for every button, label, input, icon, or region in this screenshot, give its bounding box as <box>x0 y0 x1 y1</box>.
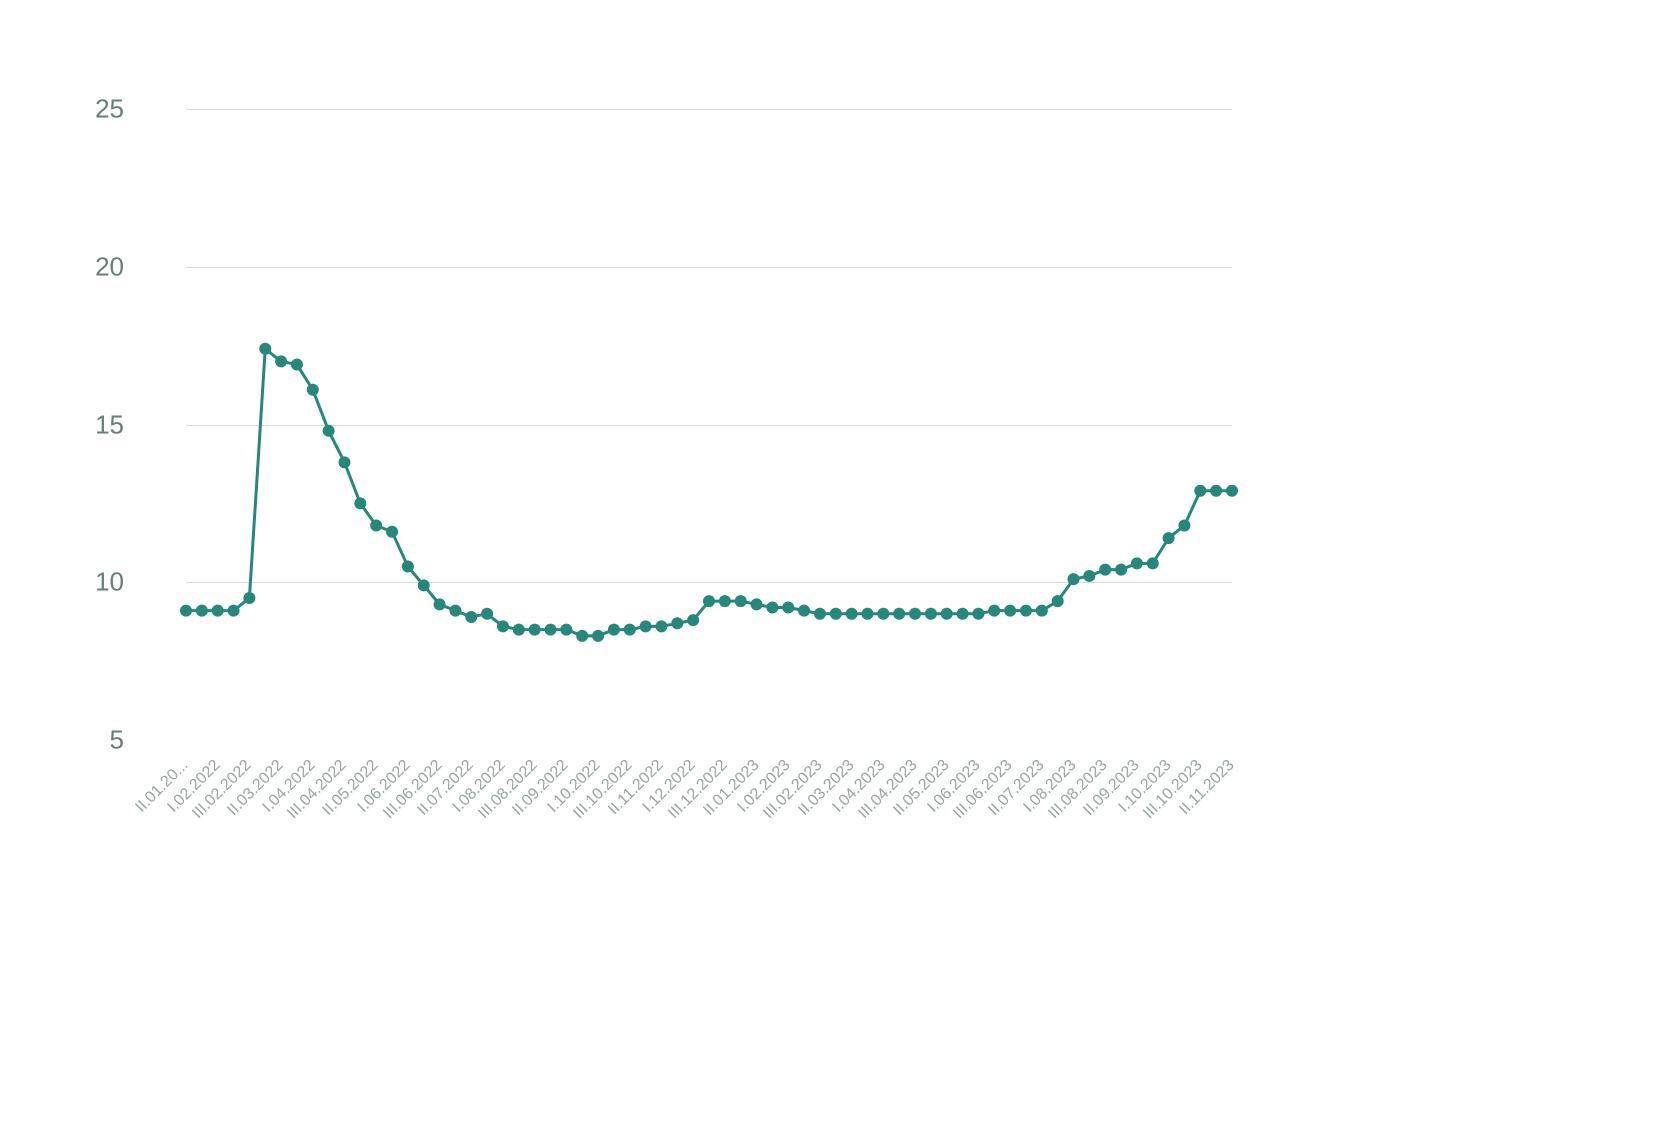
data-point <box>1131 557 1143 569</box>
data-point <box>861 608 873 620</box>
data-point <box>893 608 905 620</box>
data-point <box>1099 564 1111 576</box>
data-point <box>735 595 747 607</box>
data-point <box>592 630 604 642</box>
data-point <box>275 355 287 367</box>
y-tick-label: 5 <box>64 725 124 756</box>
data-point <box>798 605 810 617</box>
data-point <box>655 620 667 632</box>
line-series <box>186 109 1232 740</box>
data-point <box>1115 564 1127 576</box>
data-point <box>877 608 889 620</box>
data-point <box>1036 605 1048 617</box>
data-point <box>703 595 715 607</box>
data-point <box>418 579 430 591</box>
data-point <box>814 608 826 620</box>
y-tick-label: 20 <box>64 251 124 282</box>
data-point <box>846 608 858 620</box>
data-point <box>1083 570 1095 582</box>
line-chart: 510152025II.01.20...I.02.2022III.02.2022… <box>0 0 1680 1135</box>
data-point <box>560 624 572 636</box>
data-point <box>830 608 842 620</box>
data-point <box>212 605 224 617</box>
data-point <box>925 608 937 620</box>
y-tick-label: 10 <box>64 567 124 598</box>
data-point <box>1004 605 1016 617</box>
data-point <box>481 608 493 620</box>
series-line <box>186 349 1232 636</box>
plot-area: 510152025II.01.20...I.02.2022III.02.2022… <box>186 109 1232 740</box>
data-point <box>972 608 984 620</box>
data-point <box>1226 485 1238 497</box>
data-point <box>1020 605 1032 617</box>
data-point <box>751 598 763 610</box>
data-point <box>782 601 794 613</box>
data-point <box>228 605 240 617</box>
y-tick-label: 25 <box>64 94 124 125</box>
data-point <box>1068 573 1080 585</box>
data-point <box>719 595 731 607</box>
data-point <box>640 620 652 632</box>
data-point <box>513 624 525 636</box>
data-point <box>766 601 778 613</box>
data-point <box>545 624 557 636</box>
data-point <box>180 605 192 617</box>
data-point <box>624 624 636 636</box>
data-point <box>988 605 1000 617</box>
data-point <box>338 456 350 468</box>
data-point <box>1210 485 1222 497</box>
data-point <box>576 630 588 642</box>
data-point <box>465 611 477 623</box>
data-point <box>1052 595 1064 607</box>
data-point <box>402 560 414 572</box>
data-point <box>259 343 271 355</box>
data-point <box>1163 532 1175 544</box>
data-point <box>909 608 921 620</box>
data-point <box>529 624 541 636</box>
data-point <box>497 620 509 632</box>
data-point <box>434 598 446 610</box>
data-point <box>449 605 461 617</box>
data-point <box>291 359 303 371</box>
data-point <box>354 497 366 509</box>
data-point <box>957 608 969 620</box>
data-point <box>323 425 335 437</box>
data-point <box>307 384 319 396</box>
data-point <box>196 605 208 617</box>
data-point <box>941 608 953 620</box>
data-point <box>386 526 398 538</box>
data-point <box>671 617 683 629</box>
data-point <box>687 614 699 626</box>
data-point <box>1147 557 1159 569</box>
data-point <box>243 592 255 604</box>
data-point <box>370 519 382 531</box>
data-point <box>1194 485 1206 497</box>
data-point <box>1178 519 1190 531</box>
data-point <box>608 624 620 636</box>
y-tick-label: 15 <box>64 409 124 440</box>
